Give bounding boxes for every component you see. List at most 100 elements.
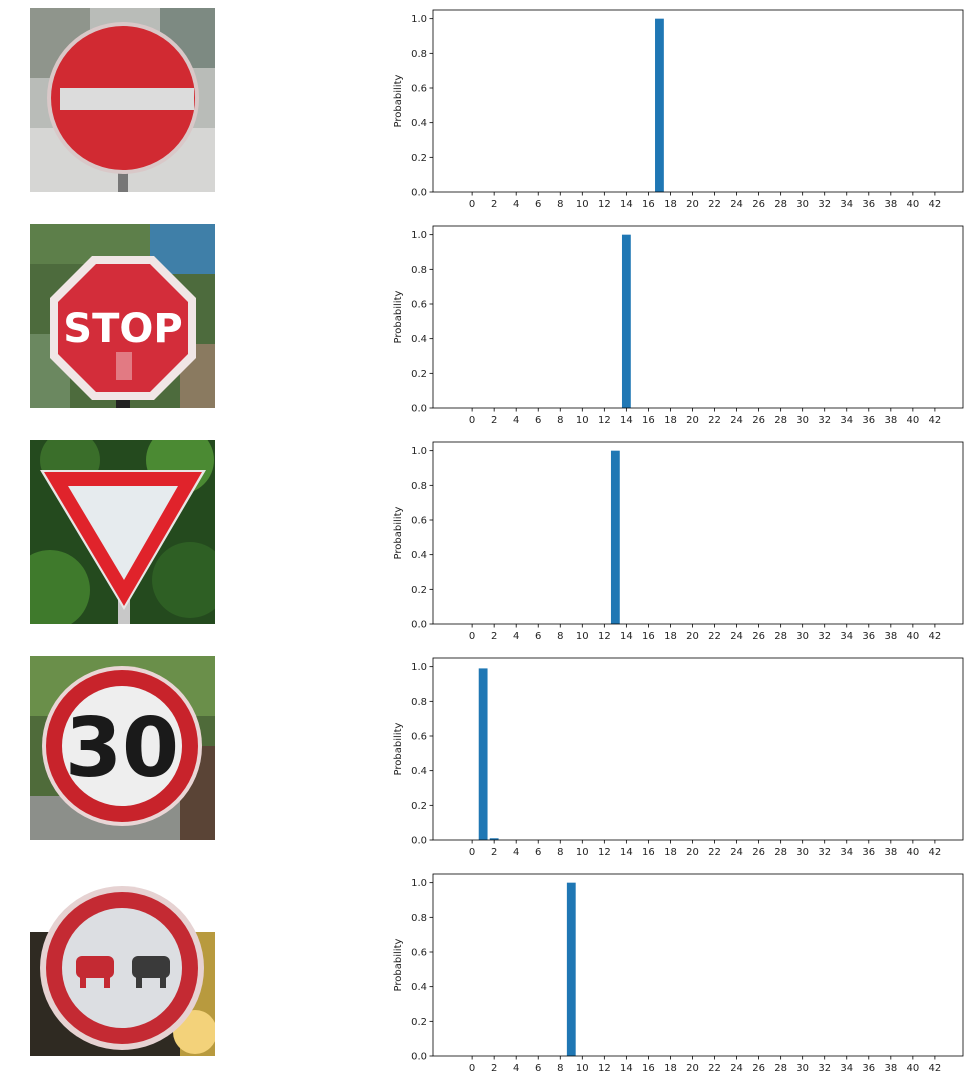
y-tick-label: 0.6 <box>411 300 427 311</box>
y-axis-label: Probability <box>393 722 404 775</box>
x-tick-label: 34 <box>840 631 853 642</box>
x-tick-label: 4 <box>513 631 519 642</box>
row-3: 0.0 0.2 0.4 0.6 0.8 1.0 0 2 4 6 8 10 12 14 16 18 20 22 24 2… <box>0 432 975 648</box>
x-tick-label: 10 <box>576 415 589 426</box>
x-tick-label: 10 <box>576 1063 589 1074</box>
x-tick-label: 38 <box>884 1063 897 1074</box>
x-tick-label: 42 <box>929 631 942 642</box>
y-tick-label: 1.0 <box>411 14 427 25</box>
x-tick-label: 30 <box>796 415 809 426</box>
x-tick-label: 2 <box>491 1063 497 1074</box>
x-tick-label: 40 <box>906 199 919 210</box>
x-tick-label: 26 <box>752 631 765 642</box>
x-tick-label: 8 <box>557 1063 563 1074</box>
x-tick-label: 14 <box>620 631 633 642</box>
bar-class-13 <box>610 450 620 624</box>
plot-frame <box>432 873 964 1057</box>
y-tick-label: 0.6 <box>411 732 427 743</box>
x-tick-label: 2 <box>491 631 497 642</box>
x-tick-label: 16 <box>642 199 655 210</box>
y-tick-label: 0.8 <box>411 913 427 924</box>
y-tick-label: 0.8 <box>411 265 427 276</box>
x-tick-label: 32 <box>818 631 831 642</box>
bar-class-1 <box>478 668 488 840</box>
x-tick-label: 36 <box>862 415 875 426</box>
x-tick-label: 42 <box>929 1063 942 1074</box>
x-tick-label: 10 <box>576 631 589 642</box>
x-tick-label: 24 <box>730 847 743 858</box>
plot-frame <box>432 225 964 409</box>
x-tick-label: 34 <box>840 847 853 858</box>
speed-limit-30-sign-image: 30 <box>30 656 215 840</box>
x-tick-label: 20 <box>686 199 699 210</box>
x-tick-label: 22 <box>708 1063 721 1074</box>
x-tick-label: 20 <box>686 631 699 642</box>
y-tick-label: 0.4 <box>411 118 427 129</box>
x-tick-label: 26 <box>752 847 765 858</box>
x-tick-label: 18 <box>664 1063 677 1074</box>
x-tick-label: 26 <box>752 415 765 426</box>
y-tick-label: 0.4 <box>411 550 427 561</box>
x-tick-label: 38 <box>884 199 897 210</box>
x-tick-label: 36 <box>862 1063 875 1074</box>
row-5: 0.0 0.2 0.4 0.6 0.8 1.0 0 2 4 6 8 10 12 14 16 18 20 22 24 2… <box>0 864 975 1080</box>
plot-frame <box>432 657 964 841</box>
x-tick-label: 20 <box>686 415 699 426</box>
x-tick-label: 2 <box>491 415 497 426</box>
y-tick-label: 0.2 <box>411 369 427 380</box>
y-tick-label: 1.0 <box>411 446 427 457</box>
x-tick-label: 12 <box>598 199 611 210</box>
x-tick-label: 26 <box>752 199 765 210</box>
x-tick-label: 38 <box>884 847 897 858</box>
x-tick-label: 18 <box>664 415 677 426</box>
x-tick-label: 22 <box>708 199 721 210</box>
x-tick-label: 24 <box>730 631 743 642</box>
x-tick-label: 12 <box>598 1063 611 1074</box>
x-tick-label: 4 <box>513 1063 519 1074</box>
x-tick-label: 18 <box>664 199 677 210</box>
y-axis-label: Probability <box>393 938 404 991</box>
x-tick-label: 14 <box>620 847 633 858</box>
y-tick-label: 1.0 <box>411 230 427 241</box>
row-2: STOP 0.0 0.2 0.4 0.6 0.8 1.0 0 2 4 6 8 10 12 14 16 18 20… <box>0 216 975 432</box>
y-tick-label: 0.0 <box>411 836 427 847</box>
y-tick-label: 0.8 <box>411 697 427 708</box>
y-tick-label: 0.6 <box>411 948 427 959</box>
x-tick-label: 30 <box>796 631 809 642</box>
y-tick-label: 0.2 <box>411 801 427 812</box>
x-tick-label: 24 <box>730 1063 743 1074</box>
bar-class-17 <box>655 18 664 192</box>
x-tick-label: 10 <box>576 847 589 858</box>
x-tick-label: 32 <box>818 199 831 210</box>
y-tick-label: 0.4 <box>411 982 427 993</box>
probability-chart-3: 0.00.20.40.60.81.00 2 4 6 8 10 12 14 16 18 20 22 24 2… <box>393 441 964 642</box>
x-tick-label: 0 <box>469 1063 475 1074</box>
x-tick-label: 0 <box>469 199 475 210</box>
x-tick-label: 2 <box>491 199 497 210</box>
x-tick-label: 12 <box>598 631 611 642</box>
y-tick-label: 1.0 <box>411 662 427 673</box>
x-tick-label: 16 <box>642 631 655 642</box>
x-tick-label: 4 <box>513 199 519 210</box>
y-tick-label: 0.2 <box>411 153 427 164</box>
y-tick-label: 0.0 <box>411 404 427 415</box>
speed-limit-text: 30 <box>65 701 179 796</box>
x-tick-label: 32 <box>818 1063 831 1074</box>
x-tick-label: 32 <box>818 415 831 426</box>
y-tick-label: 0.8 <box>411 49 427 60</box>
x-tick-label: 0 <box>469 847 475 858</box>
x-tick-label: 26 <box>752 1063 765 1074</box>
x-tick-label: 38 <box>884 415 897 426</box>
x-tick-label: 36 <box>862 631 875 642</box>
x-tick-label: 12 <box>598 415 611 426</box>
x-tick-label: 34 <box>840 199 853 210</box>
x-tick-label: 30 <box>796 199 809 210</box>
x-tick-label: 22 <box>708 631 721 642</box>
x-tick-label: 34 <box>840 1063 853 1074</box>
x-tick-label: 40 <box>906 415 919 426</box>
x-tick-label: 40 <box>906 847 919 858</box>
probability-chart-1: 0.00.20.40.60.81.00 2 4 6 8 10 12 14 16 18 20 22 24 2… <box>393 9 964 210</box>
probability-chart-2: 0.00.20.40.60.81.00 2 4 6 8 10 12 14 16 18 20 22 24 2… <box>393 225 964 426</box>
x-tick-label: 14 <box>620 415 633 426</box>
y-axis-label: Probability <box>393 74 404 127</box>
